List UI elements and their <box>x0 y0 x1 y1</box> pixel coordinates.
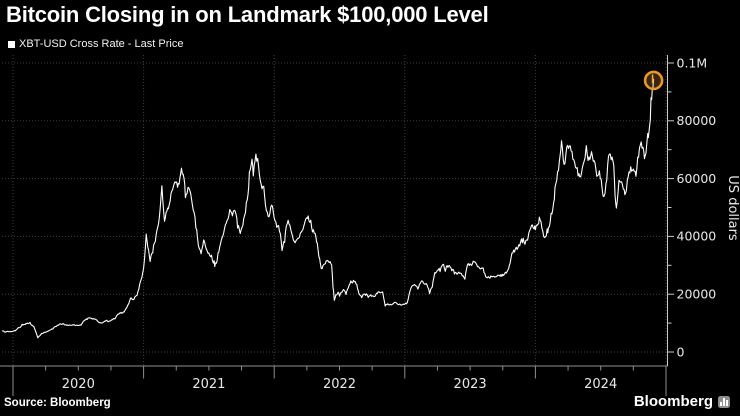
source-attribution: Source: Bloomberg <box>4 397 111 409</box>
x-tick-label: 2021 <box>192 377 225 392</box>
y-tick-label: 40000 <box>677 229 717 244</box>
x-tick-label: 2022 <box>323 377 356 392</box>
price-line <box>1 78 655 339</box>
y-tick-label: 20000 <box>677 287 717 302</box>
bloomberg-logo-text: Bloomberg <box>633 393 713 410</box>
legend-swatch-icon <box>8 40 15 48</box>
y-tick-label: 0.1M <box>677 55 708 70</box>
y-tick-label: 0 <box>677 344 685 359</box>
x-tick-label: 2020 <box>62 377 95 392</box>
bloomberg-logo: Bloomberg <box>634 393 730 410</box>
y-tick-label: 80000 <box>677 113 717 128</box>
bar-chart-icon <box>718 395 730 408</box>
x-tick-label: 2024 <box>584 377 617 392</box>
y-axis-title: US dollars <box>725 175 740 241</box>
highlight-circle <box>643 70 664 91</box>
legend: XBT-USD Cross Rate - Last Price <box>8 38 183 50</box>
chart-title: Bitcoin Closing in on Landmark $100,000 … <box>6 2 489 27</box>
y-tick-label: 60000 <box>677 171 717 186</box>
x-tick-label: 2023 <box>454 377 487 392</box>
legend-label: XBT-USD Cross Rate - Last Price <box>19 38 184 50</box>
